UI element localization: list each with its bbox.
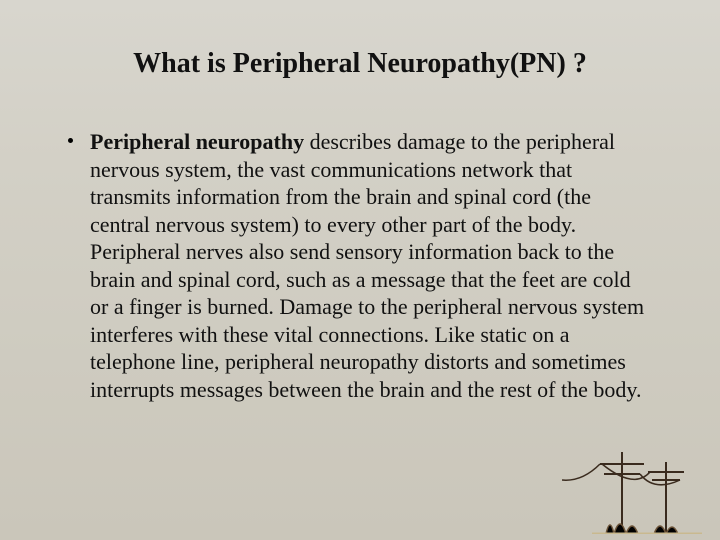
slide-title: What is Peripheral Neuropathy(PN) ?	[0, 48, 720, 80]
telephone-pole-icon	[562, 444, 702, 534]
bullet-list: Peripheral neuropathy describes damage t…	[66, 128, 654, 403]
slide-body: Peripheral neuropathy describes damage t…	[66, 128, 654, 403]
bullet-rest-text: describes damage to the peripheral nervo…	[90, 129, 644, 402]
bullet-item: Peripheral neuropathy describes damage t…	[66, 128, 654, 403]
bullet-dot-icon	[68, 138, 73, 143]
bullet-strong-text: Peripheral neuropathy	[90, 129, 304, 154]
slide: What is Peripheral Neuropathy(PN) ? Peri…	[0, 0, 720, 540]
